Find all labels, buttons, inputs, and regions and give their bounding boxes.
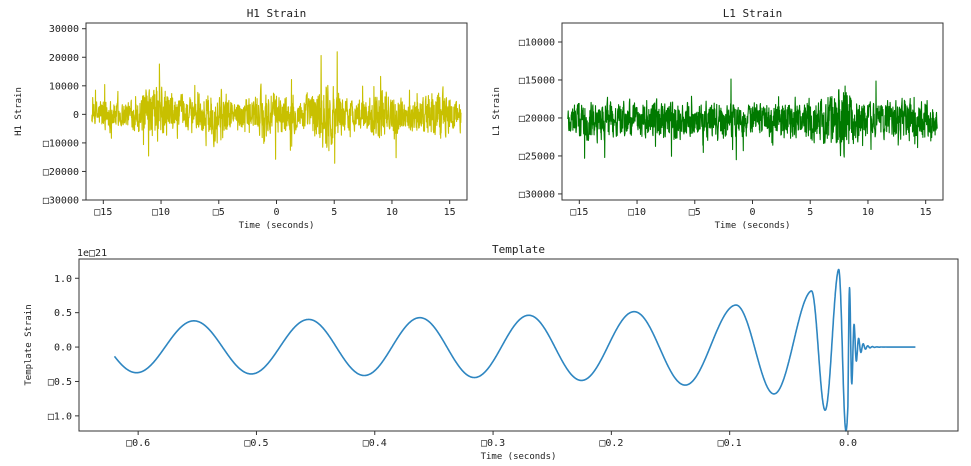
- template-panel: □0.6 □0.5 □0.4 □0.3 □0.2 □0.1 0.0 1.0 0.5 0.0 □0.5…: [24, 243, 959, 462]
- l1-series-line: [567, 78, 938, 161]
- h1-y-axis-label: H1 Strain: [14, 87, 24, 136]
- l1-y-axis-label: L1 Strain: [492, 87, 502, 136]
- template-y-tick-label: □1.0: [48, 411, 72, 422]
- template-y-tick-label: 0.0: [54, 343, 72, 354]
- l1-x-tick-label: □5: [689, 207, 701, 218]
- template-title: Template: [492, 243, 545, 256]
- template-x-tick-label: □0.5: [244, 438, 268, 449]
- template-offset-text: 1e□21: [77, 248, 107, 259]
- h1-x-tick-label: □10: [152, 207, 170, 218]
- template-x-tick-label: □0.6: [126, 438, 150, 449]
- l1-panel: □15 □10 □5 0 5 10 15 □10000 □15000 □20000 □25000 □3…: [492, 7, 944, 231]
- l1-y-tick-label: □10000: [519, 37, 555, 48]
- template-x-tick-label: □0.3: [481, 438, 505, 449]
- h1-y-tick-label: 20000: [49, 53, 79, 64]
- template-x-tick-label: □0.2: [599, 438, 623, 449]
- l1-y-tick-label: □25000: [519, 151, 555, 162]
- l1-x-tick-label: □10: [628, 207, 646, 218]
- h1-y-tick-label: 10000: [49, 81, 79, 92]
- h1-title: H1 Strain: [247, 7, 307, 20]
- h1-x-tick-label: □15: [94, 207, 112, 218]
- l1-y-tick-label: □20000: [519, 113, 555, 124]
- l1-x-tick-label: 0: [749, 207, 755, 218]
- l1-x-axis-label: Time (seconds): [715, 221, 791, 231]
- h1-series-line: [91, 51, 462, 164]
- template-series-line: [113, 268, 916, 432]
- h1-x-axis-label: Time (seconds): [239, 221, 315, 231]
- l1-x-tick-label: □15: [570, 207, 588, 218]
- template-y-axis-label: Template Strain: [24, 304, 34, 385]
- h1-y-tick-label: □30000: [43, 196, 79, 207]
- template-x-axis-label: Time (seconds): [481, 452, 557, 462]
- l1-x-tick-label: 5: [807, 207, 813, 218]
- h1-y-tick-label: 30000: [49, 24, 79, 35]
- h1-panel: □15 □10 □5 0 5 10 15 30000 20000 10000 0 □10000 □200…: [14, 7, 468, 231]
- template-y-tick-label: 0.5: [54, 308, 72, 319]
- h1-x-tick-label: □5: [213, 207, 225, 218]
- template-axes-frame: [78, 258, 959, 432]
- l1-y-tick-label: □30000: [519, 189, 555, 200]
- h1-y-tick-label: □20000: [43, 167, 79, 178]
- l1-x-tick-label: 15: [920, 207, 932, 218]
- l1-title: L1 Strain: [723, 7, 783, 20]
- h1-y-tick-label: □10000: [43, 138, 79, 149]
- template-x-tick-label: □0.1: [718, 438, 742, 449]
- h1-x-tick-label: 15: [444, 207, 456, 218]
- template-y-tick-label: 1.0: [54, 274, 72, 285]
- l1-y-tick-label: □15000: [519, 75, 555, 86]
- h1-y-tick-label: 0: [73, 110, 79, 121]
- template-y-tick-label: □0.5: [48, 377, 72, 388]
- template-x-tick-label: □0.4: [363, 438, 387, 449]
- template-x-tick-label: 0.0: [839, 438, 857, 449]
- h1-x-tick-label: 10: [386, 207, 398, 218]
- h1-x-tick-label: 5: [331, 207, 337, 218]
- l1-x-tick-label: 10: [862, 207, 874, 218]
- h1-x-tick-label: 0: [273, 207, 279, 218]
